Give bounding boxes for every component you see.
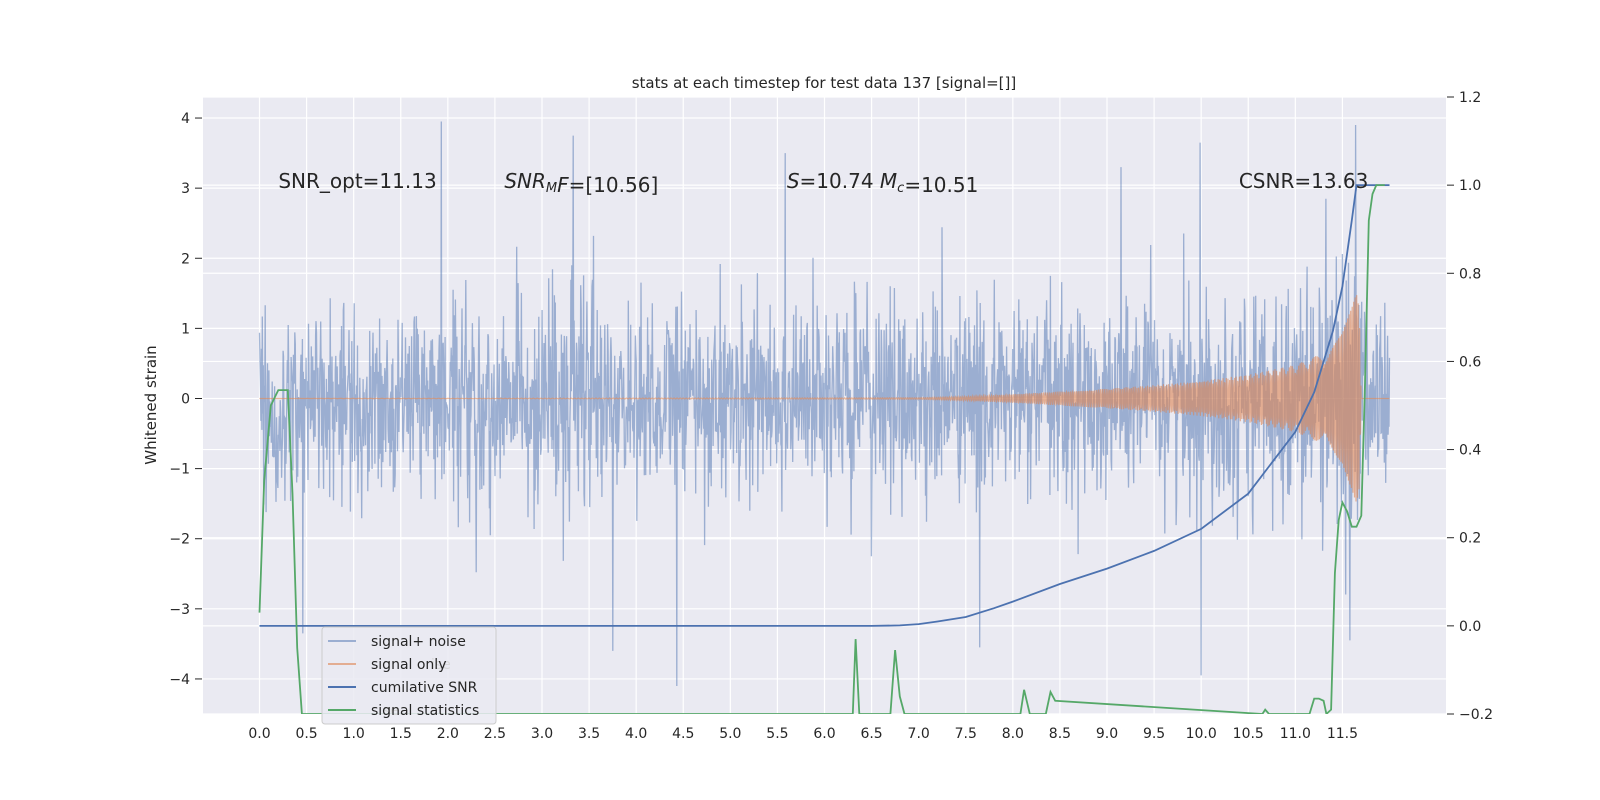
x-tick-label: 11.5 <box>1327 726 1358 742</box>
x-tick-label: 7.0 <box>908 726 930 742</box>
x-tick-label: 7.5 <box>955 726 977 742</box>
y2-tick-label: −0.2 <box>1459 707 1493 723</box>
y-tick-label: −4 <box>169 672 190 688</box>
y2-tick-label: 1.0 <box>1459 178 1481 194</box>
legend-box <box>321 626 497 725</box>
x-tick-label: 4.5 <box>672 726 694 742</box>
x-tick-label: 1.0 <box>343 726 365 742</box>
x-tick-label: 2.0 <box>437 726 459 742</box>
x-tick-label: 6.5 <box>860 726 882 742</box>
x-tick-label: 10.5 <box>1233 726 1264 742</box>
plot-area <box>258 121 1391 714</box>
x-tick-label: 0.5 <box>295 726 317 742</box>
series-signal-statistics <box>258 184 1385 714</box>
y2-tick-label: 0.4 <box>1459 443 1481 459</box>
y-tick-label: −2 <box>169 532 190 548</box>
annotations: SNR_opt=11.13 SNRMF=[10.56] S=10.74 Mc=10.… <box>278 169 1368 197</box>
x-tick-label: 6.0 <box>813 726 835 742</box>
y-tick-label: −3 <box>169 602 190 618</box>
x-tick-label: 10.0 <box>1186 726 1217 742</box>
stat-annotation: CSNR=13.63 <box>1239 169 1369 193</box>
y2-tick-label: 1.2 <box>1459 90 1481 106</box>
y-tick-label: 1 <box>181 321 190 337</box>
x-tick-label: 5.5 <box>766 726 788 742</box>
x-tick-label: 3.5 <box>578 726 600 742</box>
x-tick-label: 9.5 <box>1143 726 1165 742</box>
series-signal-only <box>259 295 1390 502</box>
legend-ghost-text: ise <box>431 657 451 673</box>
x-tick-label: 9.0 <box>1096 726 1118 742</box>
y-tick-label: 0 <box>181 391 190 407</box>
y2-tick-label: 0.0 <box>1459 619 1481 635</box>
series-signal-noise <box>258 121 1391 687</box>
x-tick-label: 2.5 <box>484 726 506 742</box>
x-tick-label: 8.0 <box>1002 726 1024 742</box>
series-cumulative-snr <box>259 184 1390 627</box>
y2-tick-label: 0.8 <box>1459 266 1481 282</box>
chart-title: stats at each timestep for test data 137… <box>632 74 1017 92</box>
legend-label: signal statistics <box>371 703 479 719</box>
legend-ghost-text: se <box>383 703 399 719</box>
x-tick-label: 8.5 <box>1049 726 1071 742</box>
y2-tick-label: 0.2 <box>1459 531 1481 547</box>
x-tick-label: 11.0 <box>1280 726 1311 742</box>
stat-annotation: SNR_opt=11.13 <box>278 169 436 193</box>
stat-annotation: S=10.74 Mc=10.51 <box>787 169 979 197</box>
x-tick-label: 5.0 <box>719 726 741 742</box>
legend-label: cumilative SNR <box>371 680 478 696</box>
y-axis-label: Whitened strain <box>142 345 160 464</box>
x-tick-label: 4.0 <box>625 726 647 742</box>
x-tick-label: 0.0 <box>248 726 270 742</box>
x-tick-label: 3.0 <box>531 726 553 742</box>
y-tick-label: 2 <box>181 251 190 267</box>
y-tick-label: 4 <box>181 111 190 127</box>
x-tick-label: 1.5 <box>390 726 412 742</box>
y2-tick-label: 0.6 <box>1459 354 1481 370</box>
stat-annotation: SNRMF=[10.56] <box>504 169 658 197</box>
legend-label: signal only <box>371 657 446 673</box>
y-tick-label: −1 <box>169 462 190 478</box>
legend-label: signal+ noise <box>371 634 466 650</box>
axes: 0.0 0.5 1.0 1.5 2.0 2.5 3.0 3.5 4.0 4.5 5.0 5.5 6.0 6… <box>169 90 1493 742</box>
legend: ise se signal+ noise signal only cumilative … <box>321 626 497 725</box>
y-tick-label: 3 <box>181 181 190 197</box>
